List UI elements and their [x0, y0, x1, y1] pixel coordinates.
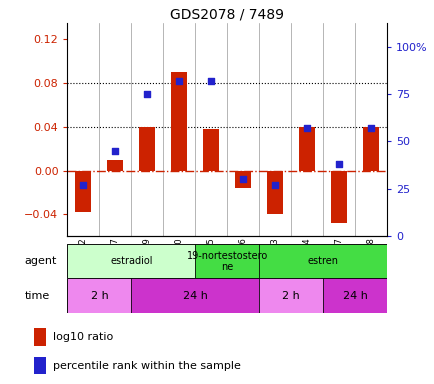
Text: estradiol: estradiol [110, 256, 152, 266]
Bar [67, 278, 131, 313]
Text: 24 h: 24 h [342, 291, 367, 301]
Text: percentile rank within the sample: percentile rank within the sample [53, 361, 240, 371]
Bar [75, 170, 91, 212]
Bar [235, 170, 251, 188]
Bar [34, 357, 46, 374]
Bar [34, 328, 46, 346]
Bar [259, 244, 386, 278]
Text: agent: agent [24, 256, 56, 266]
Bar [67, 244, 195, 278]
Text: 2 h: 2 h [90, 291, 108, 301]
Bar [362, 127, 378, 170]
Text: time: time [24, 291, 49, 301]
Text: log10 ratio: log10 ratio [53, 332, 113, 342]
Point [144, 91, 151, 97]
Bar [330, 170, 346, 223]
Bar [139, 127, 155, 170]
Point [239, 176, 246, 182]
Title: GDS2078 / 7489: GDS2078 / 7489 [170, 8, 284, 22]
Bar [259, 278, 322, 313]
Point [175, 78, 182, 84]
Point [112, 148, 118, 154]
Point [367, 125, 374, 131]
Text: estren: estren [307, 256, 338, 266]
Bar [266, 170, 283, 214]
Bar [299, 127, 315, 170]
Point [80, 182, 87, 188]
Text: 19-nortestostero
ne: 19-nortestostero ne [186, 251, 267, 271]
Point [271, 182, 278, 188]
Bar [195, 244, 259, 278]
Text: 2 h: 2 h [282, 291, 299, 301]
Text: 24 h: 24 h [182, 291, 207, 301]
Point [207, 78, 214, 84]
Bar [131, 278, 259, 313]
Bar [203, 129, 219, 170]
Bar [171, 72, 187, 170]
Point [335, 161, 342, 167]
Bar [322, 278, 386, 313]
Point [303, 125, 310, 131]
Bar [107, 160, 123, 170]
